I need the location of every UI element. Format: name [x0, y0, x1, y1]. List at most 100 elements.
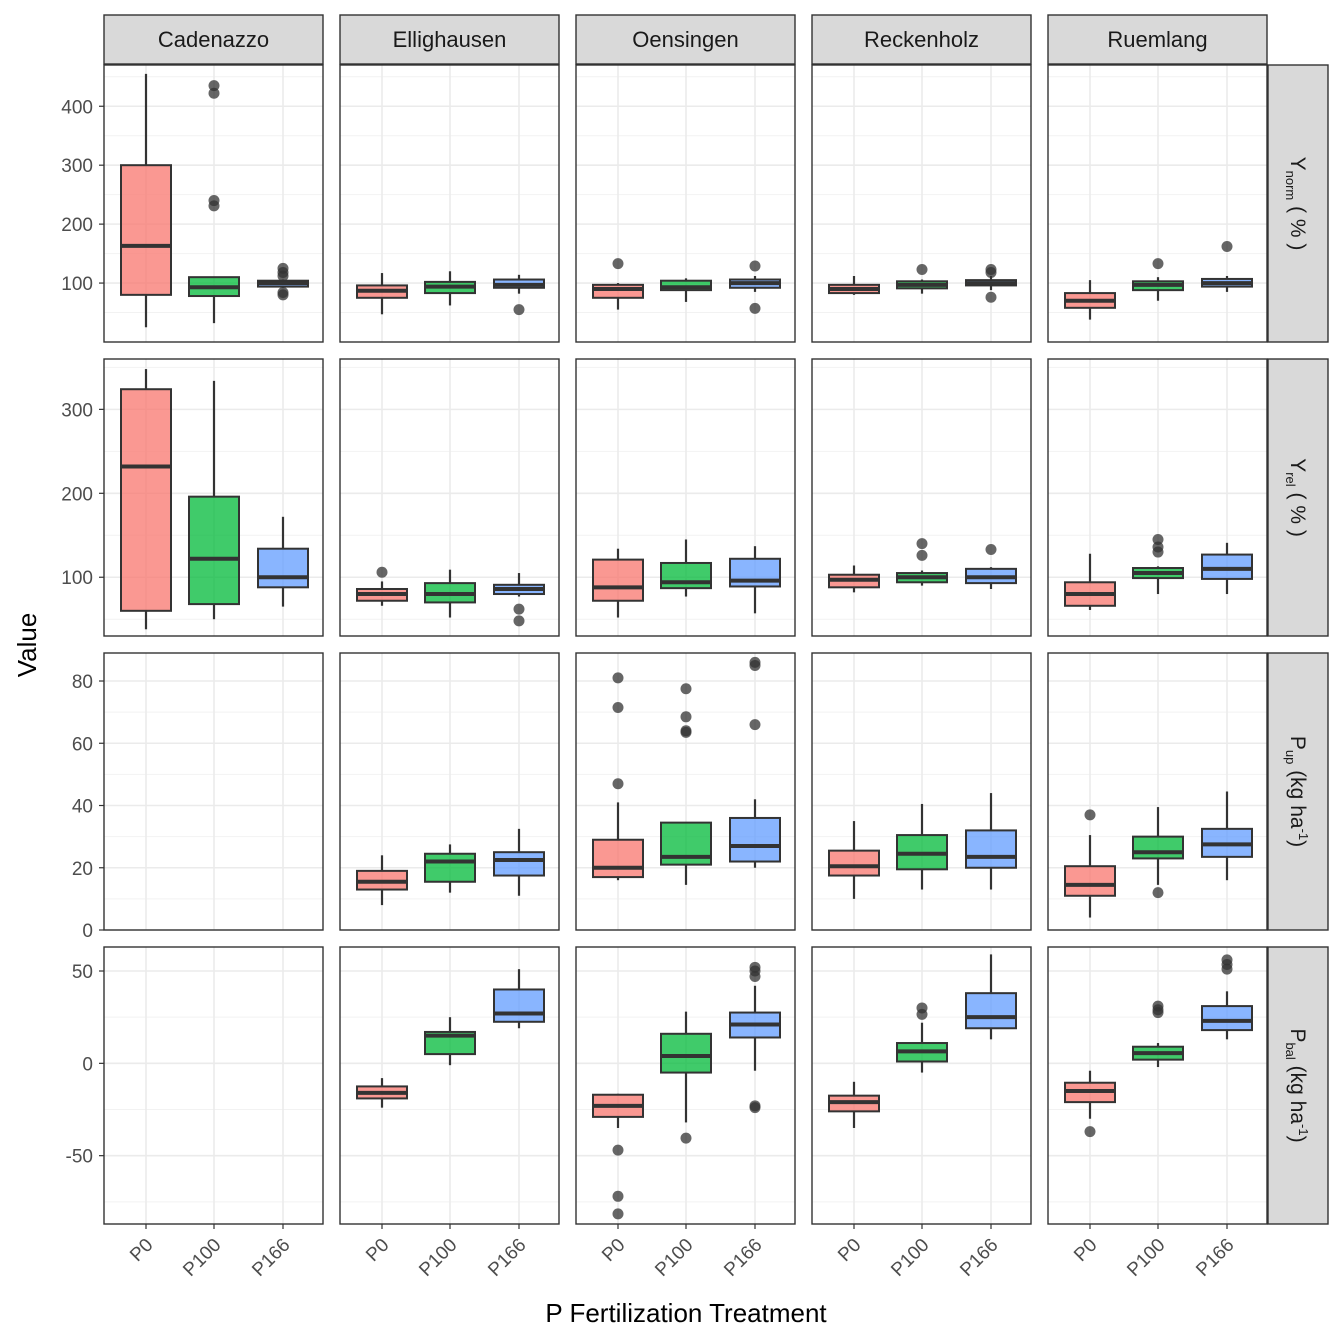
x-tick-label-p0: P0	[1070, 1235, 1101, 1266]
outlier-point-p0	[612, 1144, 624, 1156]
y-tick-label: 400	[61, 97, 93, 118]
box-p0	[1064, 865, 1116, 897]
outlier-point-p100	[916, 264, 928, 276]
panel-0-reckenholz	[811, 64, 1032, 343]
panel-1-ruemlang	[1047, 358, 1268, 637]
facet-strip-label-ruemlang: Ruemlang	[1107, 27, 1207, 52]
y-tick-label: 40	[72, 797, 93, 818]
x-tick-label-p100: P100	[179, 1235, 225, 1281]
box-p0	[592, 283, 644, 299]
outlier-point-p166	[277, 289, 289, 301]
box-p100	[188, 495, 240, 606]
outlier-point-p100	[680, 711, 692, 723]
panel-3-cadenazzo	[103, 946, 324, 1225]
outlier-point-p100	[1152, 887, 1164, 899]
row-strip-label-2: Pup (kg ha-1)	[1283, 736, 1311, 847]
panel-border	[339, 358, 560, 637]
outlier-point-p100	[680, 683, 692, 695]
box-p166	[965, 829, 1017, 869]
x-tick-label-p0: P0	[598, 1235, 629, 1266]
box-p100	[660, 561, 712, 590]
facet-strip-oensingen	[575, 14, 796, 65]
panel-border	[103, 358, 324, 637]
row-strip-2	[1267, 652, 1329, 931]
panel-0-oensingen	[575, 64, 796, 343]
panel-0-cadenazzo	[103, 64, 324, 343]
y-tick-label: 0	[82, 1054, 93, 1075]
outlier-point-p100	[1152, 258, 1164, 270]
outlier-point-p166	[749, 971, 761, 983]
outlier-point-p100	[208, 200, 220, 212]
panel-3-oensingen	[575, 946, 796, 1225]
box-p0	[592, 558, 644, 602]
x-tick-label-p166: P166	[956, 1235, 1002, 1281]
box-p0	[120, 164, 172, 296]
row-strip-1	[1267, 358, 1329, 637]
panel-border	[575, 358, 796, 637]
y-tick-label: 80	[72, 672, 93, 693]
facet-strip-ruemlang	[1047, 14, 1268, 65]
outlier-point-p166	[513, 603, 525, 615]
outlier-point-p100	[916, 1008, 928, 1020]
outlier-point-p166	[277, 270, 289, 282]
y-axis-title: Value	[12, 613, 42, 678]
y-tick-label: 300	[61, 156, 93, 177]
y-tick-label: 100	[61, 274, 93, 295]
facet-strip-label-ellighausen: Ellighausen	[393, 27, 507, 52]
panel-border	[1047, 652, 1268, 931]
outlier-point-p166	[749, 1102, 761, 1114]
box-p100	[1132, 835, 1184, 860]
box-p166	[1201, 553, 1253, 580]
x-tick-label-p166: P166	[248, 1235, 294, 1281]
outlier-point-p166	[985, 266, 997, 278]
box-p166	[1201, 1005, 1253, 1032]
box-p0	[592, 838, 644, 879]
panel-border	[811, 652, 1032, 931]
facet-strip-reckenholz	[811, 14, 1032, 65]
outlier-point-p166	[749, 659, 761, 671]
outlier-point-p100	[1152, 1007, 1164, 1019]
outlier-point-p166	[513, 304, 525, 316]
panel-2-cadenazzo	[103, 652, 324, 931]
panel-1-ellighausen	[339, 358, 560, 637]
x-tick-label-p0: P0	[834, 1235, 865, 1266]
outlier-point-p166	[985, 544, 997, 556]
box-p166	[965, 992, 1017, 1030]
box-p0	[828, 849, 880, 877]
row-strip-3	[1267, 946, 1329, 1225]
x-tick-label-p166: P166	[1192, 1235, 1238, 1281]
x-tick-label-p100: P100	[415, 1235, 461, 1281]
panel-3-ellighausen	[339, 946, 560, 1225]
outlier-point-p166	[513, 615, 525, 627]
outlier-point-p0	[612, 1208, 624, 1220]
panel-1-reckenholz	[811, 358, 1032, 637]
panel-border	[811, 358, 1032, 637]
panel-border	[575, 64, 796, 343]
x-tick-label-p166: P166	[484, 1235, 530, 1281]
y-tick-label: -50	[66, 1147, 93, 1168]
box-p166	[257, 547, 309, 589]
panel-border	[811, 64, 1032, 343]
box-p0	[120, 388, 172, 612]
x-tick-label-p100: P100	[887, 1235, 933, 1281]
outlier-point-p0	[612, 778, 624, 790]
outlier-point-p166	[749, 302, 761, 314]
outlier-point-p0	[1084, 809, 1096, 821]
outlier-point-p0	[612, 672, 624, 684]
panel-border	[1047, 358, 1268, 637]
facet-strip-label-cadenazzo: Cadenazzo	[158, 27, 269, 52]
outlier-point-p166	[749, 719, 761, 731]
outlier-point-p0	[376, 566, 388, 578]
box-p100	[424, 852, 476, 883]
panels-layer: Cadenazzo Ellighausen Oensingen Reckenholz R…	[61, 14, 1329, 1281]
outlier-point-p0	[1084, 1126, 1096, 1138]
outlier-point-p100	[1152, 546, 1164, 558]
panel-2-oensingen	[575, 652, 796, 931]
y-tick-label: 60	[72, 734, 93, 755]
outlier-point-p166	[1221, 963, 1233, 975]
outlier-point-p100	[680, 726, 692, 738]
panel-border	[575, 652, 796, 931]
facet-strip-cadenazzo	[103, 14, 324, 65]
facet-strip-ellighausen	[339, 14, 560, 65]
panel-2-ellighausen	[339, 652, 560, 931]
